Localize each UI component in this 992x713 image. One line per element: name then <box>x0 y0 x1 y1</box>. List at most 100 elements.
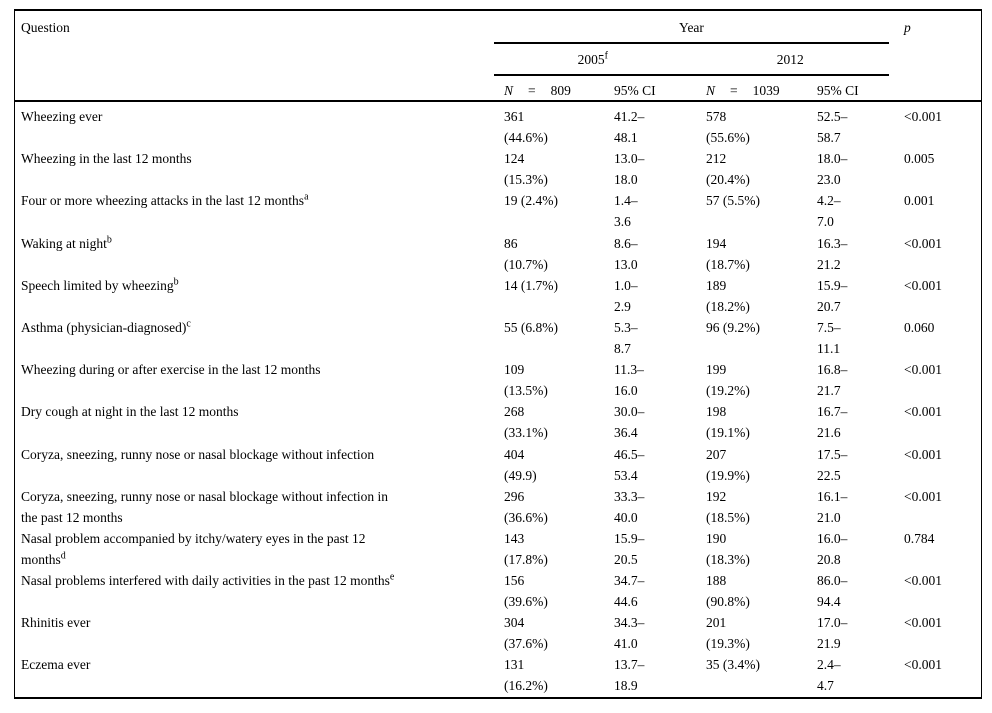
table-body: Wheezing ever 361 (44.6%) 41.2– 48.1 578… <box>15 102 981 697</box>
table-row-dry-cough: Dry cough at night in the last 12 months… <box>15 401 981 443</box>
p-value-cell: <0.001 <box>904 235 942 251</box>
footnote-marker: c <box>186 318 191 330</box>
ci-2005-cell: 13.7– 18.9 <box>614 657 645 694</box>
question-text: Speech limited by wheezing <box>21 277 174 293</box>
question-cell: Coryza, sneezing, runny nose or nasal bl… <box>15 486 504 528</box>
question-text: Eczema ever <box>21 657 91 673</box>
question-cell: Nasal problem accompanied by itchy/water… <box>15 528 504 570</box>
ci-2005-cell: 11.3– 16.0 <box>614 362 644 399</box>
table-row-speech-limited: Speech limited by wheezingb 14 (1.7%) 1.… <box>15 275 981 317</box>
n-2012-cell: 201 (19.3%) <box>706 615 750 652</box>
year-column-group: Year 2005f 2012 N = 809 95% CI N = 1039 <box>494 11 889 99</box>
year-2012-label: 2012 <box>776 52 804 67</box>
ci-2005-cell: 34.3– 41.0 <box>614 615 645 652</box>
p-value-cell: 0.005 <box>904 151 935 167</box>
subheader-underline-rule <box>494 74 889 76</box>
ci-2012-cell: 86.0– 94.4 <box>817 573 848 610</box>
n-2005-cell: 304 (37.6%) <box>504 615 548 652</box>
p-value-cell: <0.001 <box>904 488 942 504</box>
question-column-header: Question <box>21 20 70 35</box>
question-cell: Wheezing during or after exercise in the… <box>15 359 504 380</box>
footnote-marker: d <box>60 550 66 562</box>
question-cell: Speech limited by wheezingb <box>15 275 504 296</box>
year-group-header: Year <box>679 20 704 35</box>
ci-2005-cell: 5.3– 8.7 <box>614 319 638 356</box>
n-2012-cell: 212 (20.4%) <box>706 151 750 188</box>
ci-2005-cell: 1.4– 3.6 <box>614 193 638 230</box>
n-2005-cell: 86 (10.7%) <box>504 235 548 272</box>
p-value-cell: <0.001 <box>904 109 942 124</box>
table-header: Question p Year 2005f 2012 N = 809 95% C… <box>15 11 981 102</box>
ci-2005-cell: 41.2– 48.1 <box>614 109 645 145</box>
footnote-marker: a <box>304 191 309 203</box>
ci-2012-cell: 16.7– 21.6 <box>817 404 848 441</box>
question-cell: Wheezing ever <box>15 106 504 127</box>
n-header-row: N = 809 95% CI N = 1039 95% CI <box>494 76 889 99</box>
p-value-cell: <0.001 <box>904 277 942 293</box>
n-2005-cell: 124 (15.3%) <box>504 151 548 188</box>
n-2012-cell: 35 (3.4%) <box>706 657 760 673</box>
question-cell: Coryza, sneezing, runny nose or nasal bl… <box>15 444 504 465</box>
year-subheader-row: 2005f 2012 <box>494 44 889 68</box>
question-text: Rhinitis ever <box>21 615 91 631</box>
n-2012-cell: 96 (9.2%) <box>706 319 760 335</box>
question-text: Wheezing during or after exercise in the… <box>21 362 321 378</box>
question-text: Coryza, sneezing, runny nose or nasal bl… <box>21 446 375 462</box>
n-2005-cell: 268 (33.1%) <box>504 404 548 441</box>
table-row-waking-at-night: Waking at nightb 86 (10.7%) 8.6– 13.0 19… <box>15 233 981 275</box>
n-2012-cell: 188 (90.8%) <box>706 573 750 610</box>
table-row-nasal-itchy-eyes: Nasal problem accompanied by itchy/water… <box>15 528 981 570</box>
n-2012-equals: = <box>730 83 738 98</box>
p-value-cell: <0.001 <box>904 446 942 462</box>
p-value-cell: <0.001 <box>904 615 942 631</box>
n-2012-cell: 207 (19.9%) <box>706 446 750 483</box>
n-2005-symbol: N <box>504 83 514 98</box>
table-row-wheezing-attacks: Four or more wheezing attacks in the las… <box>15 190 981 232</box>
ci-2005-cell: 8.6– 13.0 <box>614 235 638 272</box>
ci-2012-cell: 18.0– 23.0 <box>817 151 848 188</box>
ci-2005-cell: 33.3– 40.0 <box>614 488 645 525</box>
table-row-asthma: Asthma (physician-diagnosed)c 55 (6.8%) … <box>15 317 981 359</box>
n-2005-header: N = 809 <box>504 82 614 99</box>
ci-2012-cell: 15.9– 20.7 <box>817 277 848 314</box>
ci-2012-cell: 16.3– 21.2 <box>817 235 848 272</box>
ci-2012-cell: 4.2– 7.0 <box>817 193 841 230</box>
table-row-rhinitis-ever: Rhinitis ever 304 (37.6%) 34.3– 41.0 201… <box>15 612 981 654</box>
ci-2012-header: 95% CI <box>817 83 859 98</box>
question-text: Asthma (physician-diagnosed) <box>21 319 187 335</box>
ci-2012-cell: 16.0– 20.8 <box>817 530 848 567</box>
ci-2005-cell: 30.0– 36.4 <box>614 404 645 441</box>
n-2005-cell: 156 (39.6%) <box>504 573 548 610</box>
ci-2005-cell: 46.5– 53.4 <box>614 446 645 483</box>
question-cell: Asthma (physician-diagnosed)c <box>15 317 504 338</box>
question-text: Wheezing in the last 12 months <box>21 151 192 167</box>
ci-2012-cell: 2.4– 4.7 <box>817 657 841 694</box>
question-text: Nasal problem accompanied by itchy/water… <box>21 530 366 567</box>
ci-2012-cell: 16.1– 21.0 <box>817 488 848 525</box>
ci-2005-header: 95% CI <box>614 83 656 98</box>
n-2012-cell: 578 (55.6%) <box>706 109 750 145</box>
footnote-marker: b <box>173 276 179 288</box>
footnote-marker: e <box>389 571 395 583</box>
ci-2005-cell: 15.9– 20.5 <box>614 530 645 567</box>
ci-2012-cell: 17.5– 22.5 <box>817 446 848 483</box>
year-2005-label: 2005 <box>577 52 605 67</box>
question-cell: Rhinitis ever <box>15 612 504 633</box>
year-2005-footnote-marker: f <box>604 50 608 62</box>
n-2005-cell: 404 (49.9) <box>504 446 537 483</box>
question-cell: Waking at nightb <box>15 233 504 254</box>
n-2005-value: 809 <box>550 83 571 98</box>
n-2012-cell: 198 (19.1%) <box>706 404 750 441</box>
n-2005-cell: 143 (17.8%) <box>504 530 548 567</box>
table-row-coryza-12mo: Coryza, sneezing, runny nose or nasal bl… <box>15 486 981 528</box>
question-cell: Eczema ever <box>15 654 504 675</box>
n-2012-cell: 57 (5.5%) <box>706 193 760 209</box>
n-2012-cell: 194 (18.7%) <box>706 235 750 272</box>
table-row-wheezing-exercise: Wheezing during or after exercise in the… <box>15 359 981 401</box>
question-text: Wheezing ever <box>21 109 103 124</box>
question-text: Dry cough at night in the last 12 months <box>21 404 239 420</box>
n-2012-cell: 199 (19.2%) <box>706 362 750 399</box>
n-2005-equals: = <box>528 83 536 98</box>
table-row-eczema-ever: Eczema ever 131 (16.2%) 13.7– 18.9 35 (3… <box>15 654 981 696</box>
p-value-cell: 0.001 <box>904 193 935 209</box>
